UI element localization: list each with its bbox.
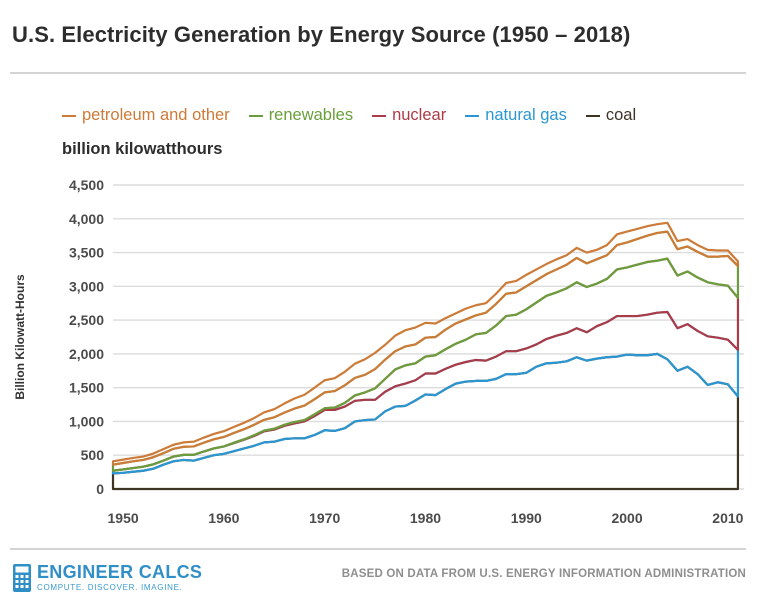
brand-name: ENGINEER CALCS — [37, 562, 203, 582]
brand-logo[interactable]: ENGINEER CALCS COMPUTE. DISCOVER. IMAGIN… — [12, 562, 202, 593]
chart-title: U.S. Electricity Generation by Energy So… — [12, 22, 631, 47]
grid-lines — [113, 184, 744, 490]
legend-swatch — [372, 114, 387, 117]
y-tick-label: 2,000 — [69, 346, 104, 362]
series-petroleum-and-other — [111, 221, 740, 466]
x-tick-label: 1980 — [410, 510, 441, 526]
y-axis-title: Billion Kilowatt-Hours — [13, 274, 27, 400]
y-tick-label: 1,000 — [69, 413, 104, 429]
legend-label: renewables — [268, 106, 354, 124]
unit-label: billion kilowatthours — [62, 140, 223, 158]
legend-item-nuclear: nuclear — [372, 106, 446, 125]
legend-swatch — [62, 114, 76, 117]
series-renewables — [111, 230, 740, 472]
x-tick-label: 1990 — [511, 510, 542, 526]
y-tick-label: 4,500 — [69, 177, 104, 193]
series-nuclear — [111, 257, 740, 472]
x-tick-label: 1970 — [309, 510, 340, 526]
chart-legend: petroleum and other renewables nuclear natu… — [62, 106, 655, 125]
legend-label: nuclear — [392, 106, 447, 124]
calculator-icon — [13, 563, 31, 592]
legend-label: natural gas — [485, 106, 567, 124]
source-note: BASED ON DATA FROM U.S. ENERGY INFORMATI… — [341, 568, 746, 580]
x-tick-label: 2000 — [611, 510, 642, 526]
legend-item-natural-gas: natural gas — [465, 106, 567, 125]
y-tick-label: 1,500 — [69, 380, 104, 396]
legend-swatch — [465, 114, 480, 117]
legend-item-renewables: renewables — [248, 106, 354, 125]
legend-label: coal — [605, 106, 637, 124]
y-tick-label: 4,000 — [69, 211, 104, 227]
area-series — [111, 221, 740, 491]
y-tick-label: 3,000 — [69, 278, 104, 294]
legend-item-coal: coal — [585, 106, 637, 125]
y-tick-label: 500 — [81, 447, 105, 463]
footer-divider — [10, 548, 746, 550]
x-tick-label: 1960 — [208, 510, 239, 526]
y-tick-label: 0 — [96, 481, 104, 497]
x-tick-label: 2010 — [712, 510, 743, 526]
legend-label: petroleum and other — [82, 106, 230, 124]
legend-swatch — [248, 114, 263, 117]
x-tick-label: 1950 — [108, 510, 139, 526]
legend-item-petroleum-and-other: petroleum and other — [62, 106, 230, 125]
axes: 0 500 1,000 1,500 2,000 2,500 3,000 3,500 4,000 4… — [13, 177, 744, 526]
y-tick-label: 2,500 — [69, 312, 104, 328]
brand-tagline: COMPUTE. DISCOVER. IMAGINE. — [37, 583, 183, 592]
series-natural-gas — [111, 310, 740, 475]
y-tick-label: 3,500 — [69, 245, 104, 261]
header-divider — [10, 72, 746, 74]
legend-swatch — [585, 114, 600, 117]
